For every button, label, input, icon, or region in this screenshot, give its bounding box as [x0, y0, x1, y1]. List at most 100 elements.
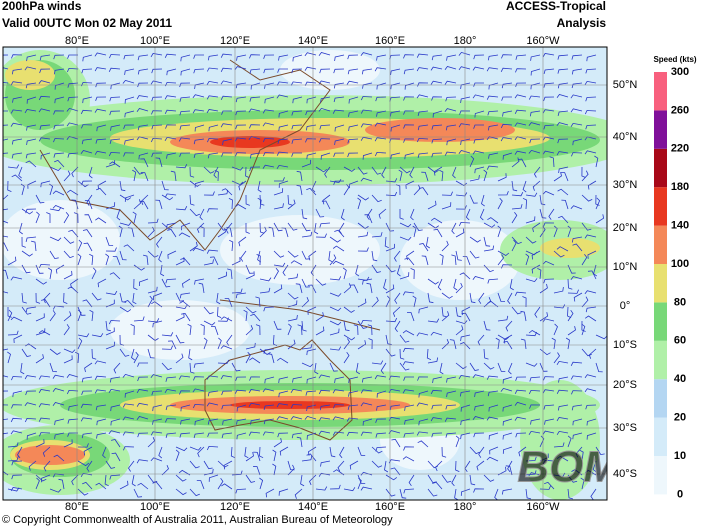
map-frame — [2, 46, 608, 501]
wind-barb — [561, 199, 569, 210]
wind-barb — [290, 260, 303, 266]
wind-barb — [230, 446, 236, 459]
wind-barb — [181, 222, 191, 231]
wind-barb — [525, 456, 537, 462]
wind-barb — [203, 337, 208, 350]
wind-barb — [441, 446, 447, 458]
wind-barb — [360, 319, 373, 325]
wind-barb — [192, 247, 205, 252]
wind-barb — [166, 222, 177, 229]
wind-barb — [543, 68, 555, 74]
wind-barb — [53, 454, 65, 462]
wind-barb — [77, 488, 89, 496]
wind-barb — [488, 432, 499, 440]
wind-barb — [339, 446, 345, 459]
wind-barb — [539, 312, 549, 322]
wind-barb — [3, 375, 9, 378]
wind-barbs — [3, 51, 607, 500]
wind-barb — [404, 257, 415, 266]
wind-barb — [531, 250, 541, 260]
wind-barb — [86, 460, 93, 472]
wind-barb — [556, 417, 569, 422]
wind-barb — [228, 198, 233, 210]
wind-barb — [543, 82, 555, 88]
wind-barb — [236, 418, 247, 425]
wind-barb — [67, 432, 78, 437]
wind-barb — [119, 480, 129, 490]
wind-barb — [399, 209, 404, 220]
wind-barb — [459, 110, 471, 115]
wind-barb — [158, 250, 163, 263]
wind-barb — [40, 152, 51, 160]
wind-barb — [235, 96, 247, 103]
wind-barb — [366, 208, 373, 221]
wind-barb — [175, 474, 187, 482]
wind-barb — [318, 430, 331, 435]
wind-barb — [105, 290, 118, 295]
wind-barb — [585, 404, 597, 410]
wind-barb — [403, 138, 415, 143]
wind-barb — [505, 465, 513, 476]
wind-barb — [394, 320, 401, 333]
wind-barb — [455, 325, 464, 336]
wind-barb — [136, 95, 149, 100]
wind-barb — [515, 68, 527, 73]
wind-barb — [133, 166, 144, 175]
wind-barb — [319, 68, 331, 74]
wind-barb — [220, 123, 233, 128]
wind-barb — [38, 330, 51, 336]
wind-barb — [226, 334, 233, 346]
wind-barb — [54, 432, 65, 439]
wind-barb — [164, 53, 177, 58]
wind-barb — [483, 236, 491, 247]
wind-barb — [502, 432, 513, 440]
wind-barb — [165, 278, 177, 284]
wind-barb — [180, 418, 191, 425]
wind-barb — [385, 334, 392, 345]
wind-barb — [133, 351, 139, 364]
wind-barb — [473, 82, 484, 87]
wind-barb — [136, 459, 149, 464]
wind-barb — [329, 328, 340, 336]
wind-barb — [19, 222, 23, 235]
wind-barb — [143, 254, 149, 266]
wind-barb — [278, 180, 289, 188]
wind-barb — [131, 348, 135, 361]
legend-level: 180 — [671, 181, 689, 193]
wind-barb — [553, 250, 565, 258]
wind-barb — [290, 416, 303, 421]
wind-barb — [295, 283, 303, 294]
wind-barb — [217, 228, 226, 238]
wind-barb — [250, 82, 261, 90]
wind-barb — [399, 488, 407, 499]
wind-barb — [96, 187, 107, 196]
wind-barb — [94, 150, 107, 155]
wind-barb — [151, 68, 163, 74]
wind-barb — [478, 292, 485, 304]
wind-barb — [417, 152, 429, 158]
wind-barb — [253, 451, 261, 462]
wind-barb — [417, 110, 429, 116]
wind-barb — [418, 187, 429, 196]
wind-barb — [404, 418, 415, 425]
wind-barb — [151, 152, 163, 158]
wind-barb — [63, 211, 70, 224]
wind-barb — [556, 246, 569, 252]
wind-barb — [567, 264, 576, 274]
wind-barb — [511, 239, 517, 252]
wind-barb — [543, 124, 555, 130]
wind-barb — [567, 278, 573, 290]
wind-barb — [189, 460, 200, 469]
wind-barb — [274, 177, 285, 182]
wind-barb — [193, 68, 205, 74]
wind-barb — [63, 439, 73, 448]
wind-barb — [21, 348, 31, 357]
wind-barb — [556, 430, 569, 436]
wind-barb — [161, 278, 171, 288]
wind-barb — [17, 446, 23, 459]
wind-barb — [481, 194, 485, 207]
wind-barb — [89, 309, 94, 322]
wind-barb — [124, 390, 135, 398]
wind-barb — [25, 152, 37, 159]
wind-barb — [393, 250, 401, 262]
